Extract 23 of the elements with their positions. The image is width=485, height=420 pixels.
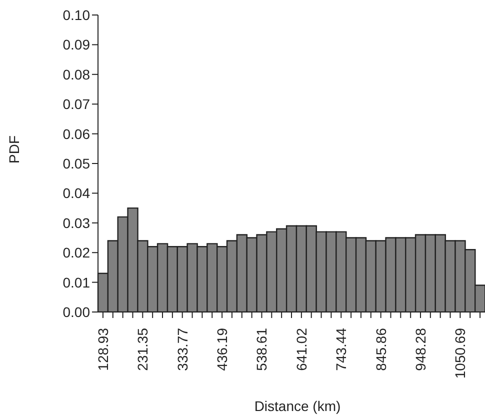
y-axis-title: PDF bbox=[6, 136, 22, 164]
x-tick-label: 743.44 bbox=[333, 328, 350, 371]
x-axis-title: Distance (km) bbox=[253, 398, 342, 414]
x-tick-label: 231.35 bbox=[134, 328, 151, 371]
y-tick-label: 0.08 bbox=[62, 66, 90, 82]
x-tick-label: 333.77 bbox=[174, 328, 190, 371]
y-tick-label: 0.09 bbox=[62, 36, 90, 53]
y-tick-label: 0.03 bbox=[62, 214, 90, 231]
y-tick-label: 0.04 bbox=[62, 185, 90, 202]
x-tick-label: 948.28 bbox=[412, 328, 428, 371]
y-tick-label: 0.06 bbox=[62, 126, 90, 142]
y-tick-label: 0.07 bbox=[62, 96, 90, 112]
x-tick-label: 641.02 bbox=[293, 328, 310, 371]
x-tick-label: 845.86 bbox=[372, 328, 389, 371]
y-tick-label: 0.02 bbox=[62, 244, 90, 261]
x-tick-label: 128.93 bbox=[94, 328, 111, 371]
y-tick-label: 0.01 bbox=[62, 274, 90, 290]
x-tick-label: 436.19 bbox=[214, 328, 230, 371]
y-tick-label: 0.05 bbox=[62, 155, 90, 172]
y-tick-label: 0.00 bbox=[62, 304, 90, 320]
y-tick-label: 0.10 bbox=[62, 6, 90, 23]
x-tick-label: 538.61 bbox=[254, 328, 270, 371]
x-tick-label: 1050.69 bbox=[452, 328, 468, 379]
